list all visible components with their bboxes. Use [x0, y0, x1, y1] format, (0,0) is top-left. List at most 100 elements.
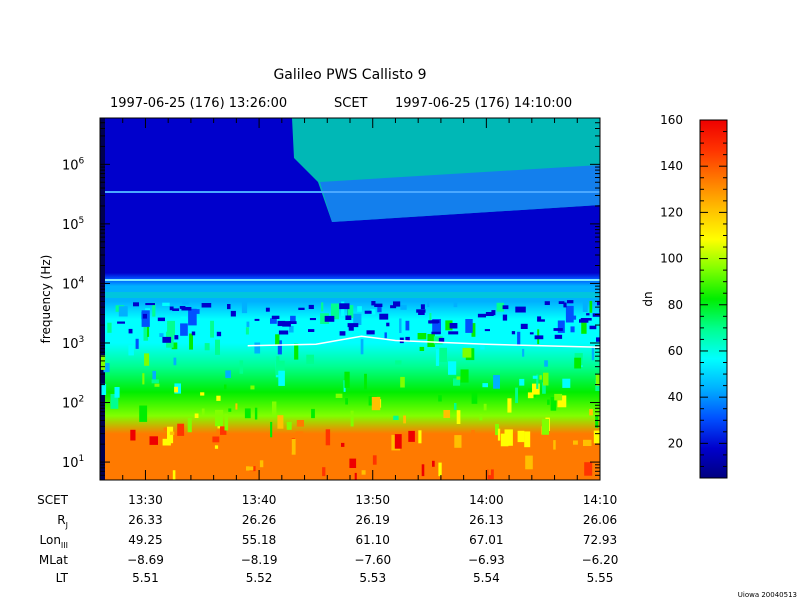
spectral-patch — [331, 303, 339, 320]
spectral-patch — [563, 302, 567, 308]
spectral-patch — [429, 313, 432, 325]
spectral-patch — [438, 395, 442, 402]
spectral-patch — [421, 464, 425, 477]
spectral-patch — [152, 370, 156, 380]
y-axis-label: frequency (Hz) — [39, 255, 53, 344]
y-tick-label: 106 — [62, 156, 85, 173]
spectral-patch — [539, 375, 542, 380]
spectral-patch — [286, 421, 292, 430]
ephemeris-value-lt: 5.55 — [587, 571, 614, 585]
spectral-patch — [581, 318, 587, 334]
spectral-patch — [169, 431, 175, 435]
spectral-patch — [370, 309, 376, 315]
y-tick-label: 104 — [62, 275, 85, 292]
spectral-patch — [456, 410, 461, 424]
spectral-patch — [438, 337, 445, 343]
spectral-patch — [390, 305, 397, 309]
spectral-patch — [519, 378, 525, 386]
footer-credit: Uiowa 20040513 — [738, 591, 797, 599]
spectral-patch — [347, 323, 359, 328]
spectral-patch — [172, 470, 176, 480]
spectral-patch — [123, 434, 129, 441]
spectral-patch — [224, 384, 227, 390]
ephemeris-row-label: SCET — [37, 493, 69, 507]
ephemeris-value-scet: 13:50 — [355, 493, 390, 507]
spectral-patch — [455, 462, 461, 467]
ephemeris-value-lt: 5.51 — [132, 571, 159, 585]
spectral-patch — [182, 300, 189, 305]
spectral-patch — [282, 321, 291, 327]
spectral-patch — [558, 301, 565, 304]
chart-title: Galileo PWS Callisto 9 — [273, 67, 426, 83]
spectral-patch — [174, 386, 178, 393]
ephemeris-value-scet: 14:10 — [583, 493, 618, 507]
spectral-patch — [144, 353, 150, 366]
spectral-patch — [515, 387, 518, 404]
spectral-patch — [589, 300, 593, 313]
colorbar — [699, 119, 728, 479]
colorbar-tick-label: 100 — [660, 252, 683, 266]
spectral-patch — [393, 301, 401, 307]
spectral-patch — [570, 326, 575, 333]
spectral-patch — [324, 315, 335, 322]
spectral-patch — [118, 306, 128, 317]
spectral-patch — [532, 383, 540, 395]
colorbar-tick-label: 40 — [668, 390, 683, 404]
spectral-patch — [557, 320, 565, 333]
spectral-patch — [399, 318, 402, 333]
spectral-patch — [432, 319, 441, 334]
spectral-patch — [560, 329, 564, 340]
spectral-patch — [372, 455, 377, 465]
spectral-patch — [511, 331, 516, 335]
spectral-patch — [529, 332, 534, 335]
spectral-patch — [550, 397, 557, 411]
spectral-patch — [162, 336, 172, 343]
spectral-patch — [405, 336, 410, 342]
spectral-patch — [191, 446, 196, 460]
spectral-patch — [471, 392, 478, 404]
spectral-patch — [507, 398, 512, 413]
spectral-patch — [288, 321, 297, 324]
ephemeris-value-lon: 55.18 — [242, 533, 276, 547]
spectral-patch — [250, 385, 255, 390]
spectral-patch — [496, 302, 504, 312]
spectral-patch — [554, 334, 563, 339]
spectral-patch — [525, 455, 533, 470]
spectral-patch — [571, 315, 577, 320]
spectral-patch — [427, 334, 435, 347]
spectral-patch — [100, 355, 106, 370]
ephemeris-value-mlat: −7.60 — [354, 553, 391, 567]
spectral-patch — [275, 360, 285, 376]
spectral-patch — [167, 320, 175, 336]
spectral-patch — [364, 310, 372, 314]
spectral-patch — [520, 323, 528, 329]
spectral-patch — [344, 371, 350, 388]
spectral-patch — [453, 378, 461, 386]
ephemeris-value-lon: 67.01 — [469, 533, 503, 547]
colorbar-ticks: 20 40 60 80 100 120 140 160 — [660, 113, 727, 467]
spectral-patch — [298, 307, 305, 310]
colorbar-tick-label: 140 — [660, 159, 683, 173]
spectral-patch — [395, 360, 402, 365]
spectral-patch — [536, 444, 541, 459]
spectral-patch — [117, 321, 125, 324]
spectral-patch — [573, 440, 578, 445]
ephemeris-value-rj: 26.26 — [242, 513, 276, 527]
spectral-patch — [400, 304, 407, 310]
ephemeris-row-label: LonIII — [40, 533, 69, 550]
colorbar-tick-label: 160 — [660, 113, 683, 127]
spectral-patch — [479, 414, 483, 421]
spectral-patch — [308, 329, 315, 332]
spectral-patch — [454, 468, 461, 476]
spectral-patch — [547, 399, 550, 405]
spectral-patch — [239, 360, 244, 374]
ephemeris-row-label: MLat — [39, 553, 68, 567]
spectral-patch — [270, 318, 277, 324]
spectral-patch — [384, 332, 387, 339]
spectral-patch — [584, 462, 593, 476]
ephemeris-value-rj: 26.13 — [469, 513, 503, 527]
spectral-patch — [350, 410, 354, 427]
emission-band-mid — [320, 165, 600, 222]
spectral-patch — [508, 319, 513, 324]
spectral-patch — [339, 303, 350, 310]
